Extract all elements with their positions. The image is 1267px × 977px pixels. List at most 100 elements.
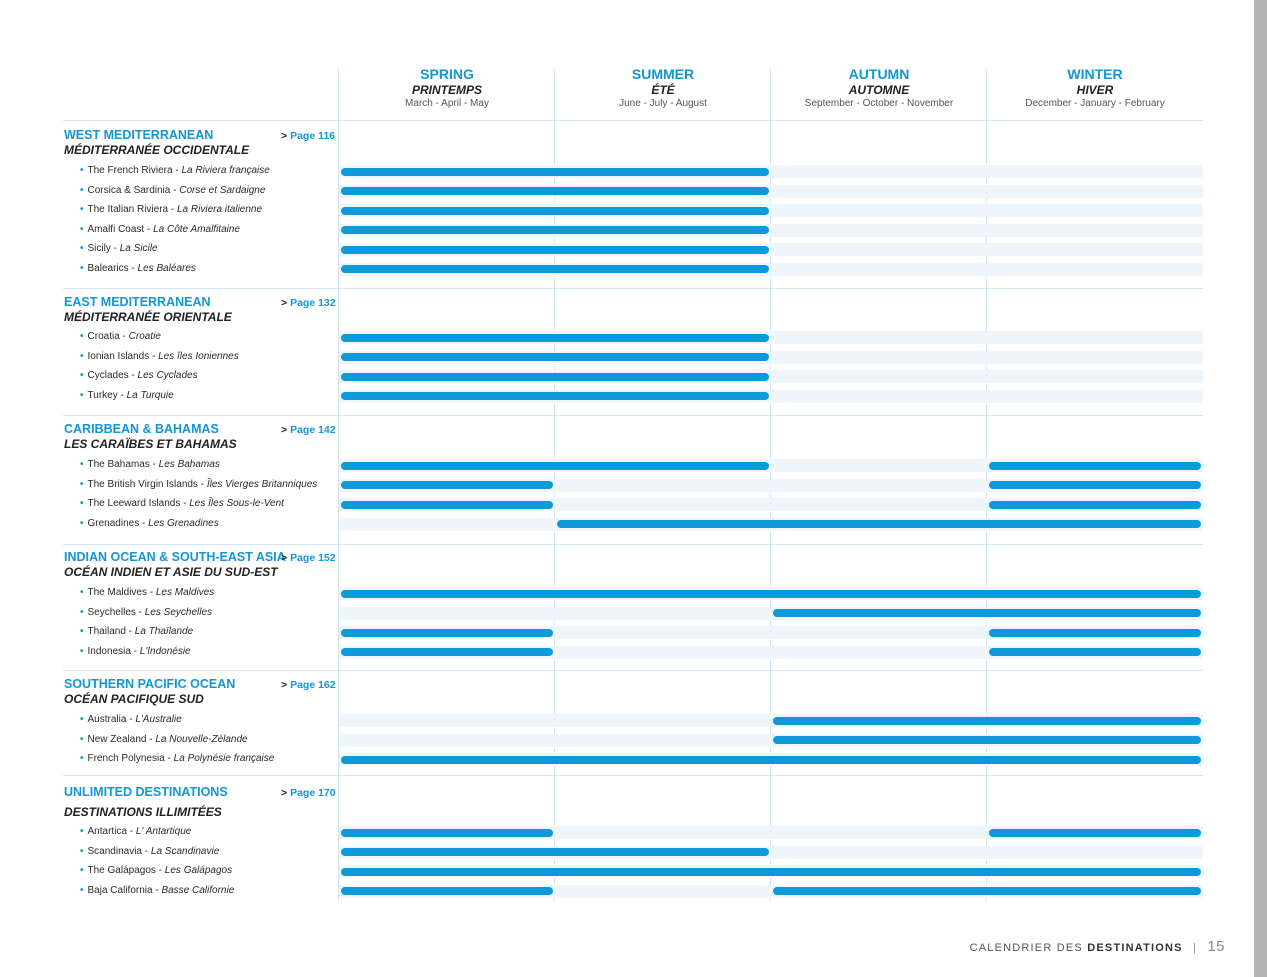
page-reference: Page 162 xyxy=(290,679,336,691)
region-title-fr: OCÉAN PACIFIQUE SUD xyxy=(64,692,204,706)
destination-name: Baja California xyxy=(87,884,153,896)
destination-name: Antartica xyxy=(87,826,127,837)
region-title-fr: LES CARAÏBES ET BAHAMAS xyxy=(64,437,237,451)
bullet-icon: • xyxy=(80,826,84,837)
availability-bar xyxy=(341,648,553,656)
destination-row: • French Polynesia - La Polynésie françai… xyxy=(80,752,274,766)
bullet-icon: • xyxy=(80,884,84,896)
availability-bar xyxy=(989,461,1201,470)
availability-bar xyxy=(989,648,1201,656)
page-reference-link[interactable]: > Page 152 xyxy=(281,551,336,566)
destination-name: Turkey xyxy=(87,389,118,401)
destination-row: • Cyclades - Les Cyclades xyxy=(80,369,198,383)
destination-name-fr: L'Indonésie xyxy=(139,645,191,657)
destination-name: The French Riviera xyxy=(87,165,173,176)
season-header-spring: SPRING PRINTEMPS March - April - May xyxy=(339,66,555,111)
page-edge-strip xyxy=(1254,0,1267,977)
bullet-icon: • xyxy=(80,165,84,176)
availability-bar xyxy=(341,226,769,234)
destination-name: The Maldives xyxy=(87,587,147,598)
destination-name-fr: Les Seychelles xyxy=(144,606,213,618)
destination-row: • The Bahamas - Les Bahamas xyxy=(80,458,220,472)
destination-name: Corsica & Sardinia xyxy=(87,184,171,196)
availability-bar xyxy=(341,589,1201,598)
destination-name: Cyclades xyxy=(87,370,129,381)
availability-bar xyxy=(341,887,553,895)
availability-bar xyxy=(773,887,1201,895)
destination-row: • Sicily - La Sicile xyxy=(80,242,158,256)
name-separator: - xyxy=(146,587,156,598)
destination-name: The British Virgin Islands xyxy=(87,478,198,490)
page-reference-link[interactable]: > Page 116 xyxy=(281,129,335,144)
destination-name: The Bahamas xyxy=(87,459,150,470)
destination-row: • Amalfi Coast - La Côte Amalfitaine xyxy=(80,223,240,237)
season-name-fr: ÉTÉ xyxy=(651,83,675,97)
availability-track xyxy=(339,645,1203,659)
region-title: CARIBBEAN & BAHAMAS xyxy=(64,422,219,436)
page-reference: Page 152 xyxy=(290,552,336,564)
name-separator: - xyxy=(126,714,136,725)
destination-name-fr: La Turquie xyxy=(126,389,174,401)
destination-name-fr: Les Maldives xyxy=(155,587,215,598)
bullet-icon: • xyxy=(80,350,84,362)
destination-name-fr: Les Bahamas xyxy=(158,459,220,470)
footer-title-light: CALENDRIER DES xyxy=(969,942,1083,954)
destination-name-fr: Les Grenadines xyxy=(148,517,219,529)
availability-track xyxy=(339,826,1203,839)
destination-name-fr: La Nouvelle-Zélande xyxy=(155,733,248,745)
availability-bar xyxy=(341,167,769,176)
name-separator: - xyxy=(144,223,154,235)
availability-bar xyxy=(341,755,1201,764)
season-name-fr: PRINTEMPS xyxy=(411,83,482,97)
bullet-icon: • xyxy=(80,865,84,876)
availability-bar xyxy=(341,245,769,254)
bullet-icon: • xyxy=(80,517,84,529)
bullet-icon: • xyxy=(80,753,84,764)
availability-bar xyxy=(341,828,553,837)
destination-name-fr: Basse Californie xyxy=(161,884,235,896)
region-separator xyxy=(63,288,1203,289)
destination-name: Thailand xyxy=(87,626,126,637)
page-reference-link[interactable]: > Page 170 xyxy=(281,786,336,801)
page-reference: Page 132 xyxy=(290,297,336,309)
destination-row: • Indonesia - L'Indonésie xyxy=(80,645,191,659)
destination-name-fr: Croatie xyxy=(128,331,161,342)
destination-name: Sicily xyxy=(87,243,111,254)
availability-bar xyxy=(989,481,1201,489)
season-months: December - January - February xyxy=(1025,98,1165,109)
destination-name: Indonesia xyxy=(87,645,131,657)
region-title: WEST MEDITERRANEAN xyxy=(64,128,214,142)
destination-name: The Leeward Islands xyxy=(87,498,181,509)
name-separator: - xyxy=(149,350,159,362)
destination-name-fr: Les Galápagos xyxy=(164,865,233,876)
season-months: June - July - August xyxy=(619,98,707,109)
bullet-icon: • xyxy=(80,331,84,342)
page-footer: CALENDRIER DES DESTINATIONS | 15 xyxy=(970,938,1225,955)
name-separator: - xyxy=(197,478,207,490)
name-separator: - xyxy=(139,517,149,529)
destination-name: New Zealand xyxy=(87,733,147,745)
page-reference: Page 142 xyxy=(290,424,336,436)
page-reference: Page 170 xyxy=(290,787,336,799)
page-reference-link[interactable]: > Page 142 xyxy=(281,423,336,438)
name-separator: - xyxy=(168,204,177,215)
destination-name: Croatia xyxy=(87,331,120,342)
page-reference-link[interactable]: > Page 132 xyxy=(281,296,336,311)
destination-row: • Corsica & Sardinia - Corse et Sardaigne xyxy=(80,184,265,198)
region-separator xyxy=(63,415,1203,416)
destination-row: • Turkey - La Turquie xyxy=(80,389,174,403)
destination-name: The Italian Riviera xyxy=(87,204,169,215)
bullet-icon: • xyxy=(80,204,84,215)
availability-bar xyxy=(989,628,1201,637)
name-separator: - xyxy=(110,243,120,254)
season-name: AUTUMN xyxy=(848,66,910,82)
page-reference-link[interactable]: > Page 162 xyxy=(281,678,336,693)
name-separator: - xyxy=(126,826,136,837)
destination-name: The Galápagos xyxy=(87,865,156,876)
destination-name: Balearics xyxy=(87,262,129,274)
destination-row: • Antartica - L' Antartique xyxy=(80,825,191,839)
bullet-icon: • xyxy=(80,498,84,509)
footer-title-bold: DESTINATIONS xyxy=(1087,942,1183,954)
destination-name-fr: La Riviera française xyxy=(181,165,270,176)
availability-bar xyxy=(773,609,1201,617)
